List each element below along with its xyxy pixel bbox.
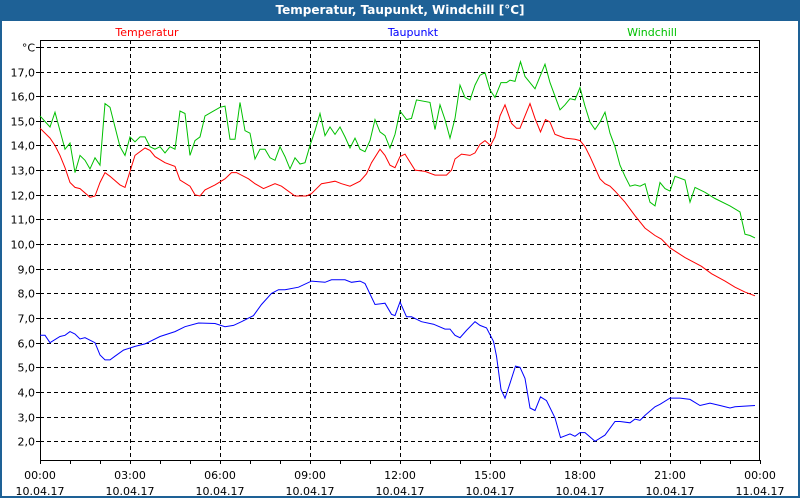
y-tick-label: 11,0 bbox=[11, 214, 36, 227]
series-line-temperatur bbox=[39, 102, 756, 297]
y-tick-label: 17,0 bbox=[11, 67, 36, 80]
x-tick-time: 12:00 bbox=[384, 469, 416, 482]
x-tick-date: 10.04.17 bbox=[376, 485, 425, 498]
x-tick-date: 10.04.17 bbox=[196, 485, 245, 498]
y-tick-label: 6,0 bbox=[18, 338, 36, 351]
y-tick-label: 14,0 bbox=[11, 140, 36, 153]
series-line-windchill bbox=[39, 59, 756, 239]
x-tick-time: 06:00 bbox=[204, 469, 236, 482]
y-tick-label: °C bbox=[22, 42, 36, 55]
legend-taupunkt: Taupunkt bbox=[387, 26, 439, 39]
x-tick-date: 10.04.17 bbox=[646, 485, 695, 498]
x-tick-time: 00:00 bbox=[744, 469, 776, 482]
x-tick-time: 03:00 bbox=[114, 469, 146, 482]
y-tick-label: 3,0 bbox=[18, 412, 36, 425]
x-tick-date: 10.04.17 bbox=[286, 485, 335, 498]
x-tick-date: 11.04.17 bbox=[736, 485, 785, 498]
y-tick-label: 15,0 bbox=[11, 116, 36, 129]
x-tick-date: 10.04.17 bbox=[16, 485, 65, 498]
series-line-taupunkt bbox=[40, 279, 756, 442]
window-title: Temperatur, Taupunkt, Windchill [°C] bbox=[0, 0, 800, 21]
x-tick-date: 10.04.17 bbox=[466, 485, 515, 498]
y-tick-label: 13,0 bbox=[11, 165, 36, 178]
plot-area bbox=[40, 40, 760, 461]
y-tick-label: 16,0 bbox=[11, 91, 36, 104]
y-tick-label: 5,0 bbox=[18, 362, 36, 375]
x-tick-time: 09:00 bbox=[294, 469, 326, 482]
y-tick-label: 7,0 bbox=[18, 313, 36, 326]
y-tick-label: 9,0 bbox=[18, 264, 36, 277]
x-tick-time: 18:00 bbox=[564, 469, 596, 482]
x-tick-time: 21:00 bbox=[654, 469, 686, 482]
x-tick-time: 00:00 bbox=[24, 469, 56, 482]
x-tick-time: 15:00 bbox=[474, 469, 506, 482]
x-tick-date: 10.04.17 bbox=[106, 485, 155, 498]
y-tick-label: 2,0 bbox=[18, 436, 36, 449]
x-tick-date: 10.04.17 bbox=[556, 485, 605, 498]
legend-temperatur: Temperatur bbox=[114, 26, 179, 39]
y-tick-label: 8,0 bbox=[18, 288, 36, 301]
y-tick-label: 12,0 bbox=[11, 190, 36, 203]
legend-windchill: Windchill bbox=[627, 26, 677, 39]
y-tick-label: 4,0 bbox=[18, 387, 36, 400]
y-tick-label: 10,0 bbox=[11, 239, 36, 252]
